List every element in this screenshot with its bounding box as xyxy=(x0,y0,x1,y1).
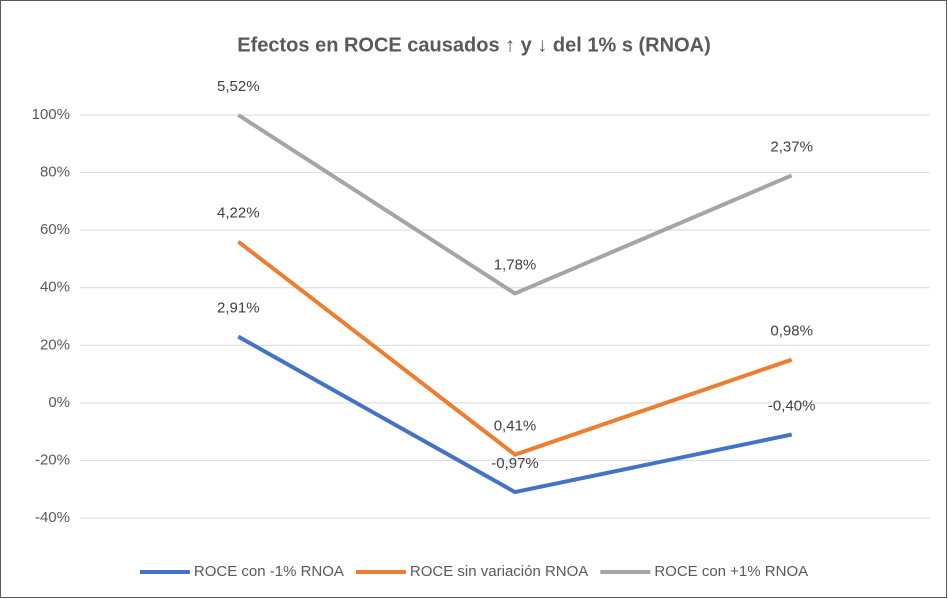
y-tick-label: -20% xyxy=(35,451,70,468)
y-tick-label: 80% xyxy=(40,164,70,181)
data-label: 0,98% xyxy=(770,323,813,340)
chart-title: Efectos en ROCE causados ↑ y ↓ del 1% s … xyxy=(237,34,710,56)
y-tick-label: -40% xyxy=(35,509,70,526)
series-line xyxy=(237,334,793,495)
legend-label: ROCE sin variación RNOA xyxy=(410,563,588,580)
y-tick-label: 100% xyxy=(32,106,70,123)
data-label: -0,97% xyxy=(491,455,539,472)
legend-label: ROCE con -1% RNOA xyxy=(194,563,344,580)
series-line xyxy=(237,113,793,296)
data-label: 2,37% xyxy=(770,138,813,155)
series-line xyxy=(237,240,793,457)
data-label: 5,52% xyxy=(217,78,260,95)
y-tick-label: 0% xyxy=(48,394,70,411)
y-tick-label: 40% xyxy=(40,279,70,296)
data-label: 0,41% xyxy=(494,418,537,435)
data-label: 1,78% xyxy=(494,256,537,273)
y-tick-label: 60% xyxy=(40,221,70,238)
legend-label: ROCE con +1% RNOA xyxy=(654,563,808,580)
data-label: 4,22% xyxy=(217,205,260,222)
y-tick-label: 20% xyxy=(40,336,70,353)
data-label: -0,40% xyxy=(768,397,816,414)
data-label: 2,91% xyxy=(217,300,260,317)
